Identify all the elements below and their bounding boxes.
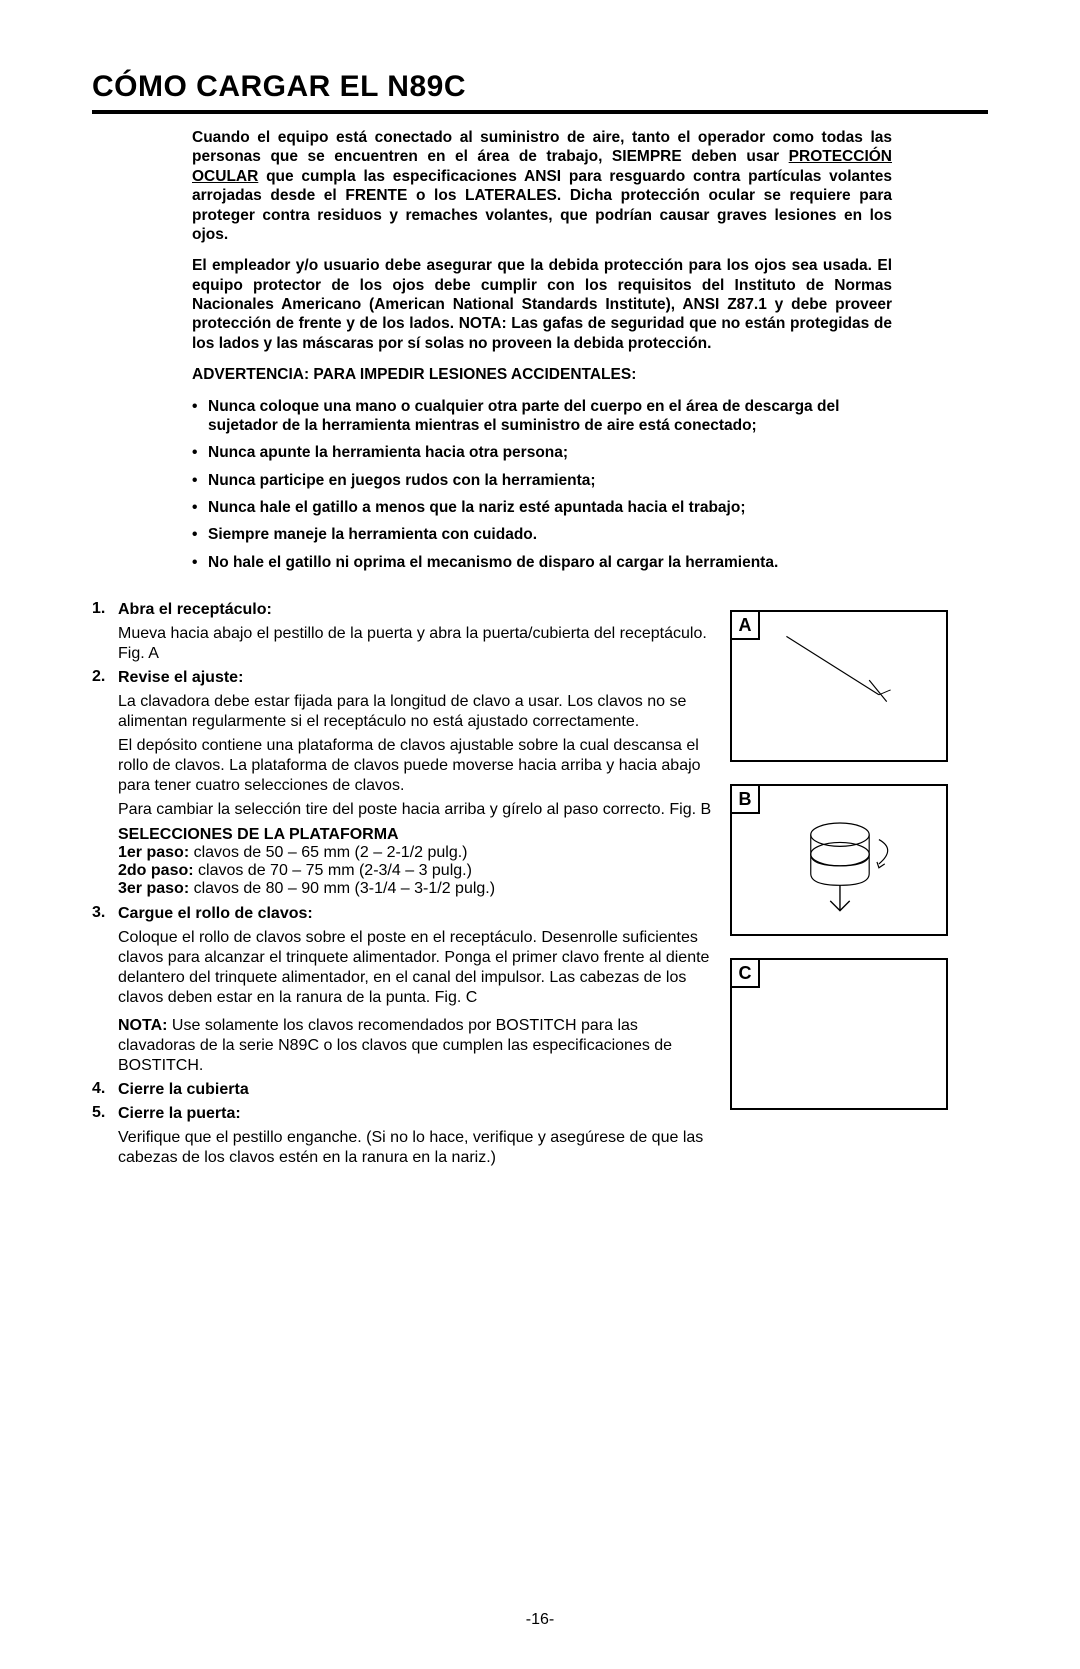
bullet-item: Nunca hale el gatillo a menos que la nar… [192,498,892,517]
intro-block: Cuando el equipo está conectado al sumin… [192,128,892,572]
nota: NOTA: Use solamente los clavos recomenda… [118,1016,712,1076]
intro-p1-part1: Cuando el equipo está conectado al sumin… [192,129,892,165]
intro-p1-part2: que cumpla las especificaciones ANSI par… [192,168,892,243]
figure-b: B [730,784,948,936]
content-row: 1. Abra el receptáculo: Mueva hacia abaj… [92,600,988,1172]
pf-label: 3er paso: [118,880,189,897]
step-title: Abra el receptáculo: [118,601,272,618]
intro-paragraph-1: Cuando el equipo está conectado al sumin… [192,128,892,244]
step-title: Cierre la cubierta [118,1081,249,1098]
steps-column: 1. Abra el receptáculo: Mueva hacia abaj… [92,600,712,1172]
figure-b-icon [732,786,946,934]
pf-value: clavos de 50 – 65 mm (2 – 2-1/2 pulg.) [189,844,467,861]
figure-a: A [730,610,948,762]
step-4: 4. Cierre la cubierta [92,1080,712,1100]
step-3: 3. Cargue el rollo de clavos: Coloque el… [92,904,712,1076]
step-title: Cierre la puerta: [118,1105,241,1122]
step-title: Revise el ajuste: [118,669,243,686]
warning-heading: ADVERTENCIA: PARA IMPEDIR LESIONES ACCID… [192,365,892,384]
platform-block: SELECCIONES DE LA PLATAFORMA 1er paso: c… [92,826,712,898]
step-body: Para cambiar la selección tire del poste… [118,800,712,820]
step-title: Cargue el rollo de clavos: [118,905,313,922]
intro-paragraph-2: El empleador y/o usuario debe asegurar q… [192,256,892,353]
figure-a-icon [732,612,946,760]
pf-value: clavos de 80 – 90 mm (3-1/4 – 3-1/2 pulg… [189,880,495,897]
pf-label: 1er paso: [118,844,189,861]
figures-column: A B [730,600,955,1172]
bullet-item: Nunca coloque una mano o cualquier otra … [192,397,892,436]
bullet-item: Nunca participe en juegos rudos con la h… [192,471,892,490]
steps-list-cont: 3. Cargue el rollo de clavos: Coloque el… [92,904,712,1168]
step-1: 1. Abra el receptáculo: Mueva hacia abaj… [92,600,712,664]
figure-label: C [730,958,760,988]
steps-list: 1. Abra el receptáculo: Mueva hacia abaj… [92,600,712,820]
step-body: El depósito contiene una plataforma de c… [118,736,712,796]
step-2: 2. Revise el ajuste: La clavadora debe e… [92,668,712,820]
step-body: Verifique que el pestillo enganche. (Si … [118,1128,712,1168]
figure-c: C [730,958,948,1110]
step-5: 5. Cierre la puerta: Verifique que el pe… [92,1104,712,1168]
platform-line-3: 3er paso: clavos de 80 – 90 mm (3-1/4 – … [118,880,712,898]
pf-value: clavos de 70 – 75 mm (2-3/4 – 3 pulg.) [194,862,472,879]
platform-line-2: 2do paso: clavos de 70 – 75 mm (2-3/4 – … [118,862,712,880]
bullet-item: No hale el gatillo ni oprima el mecanism… [192,553,892,572]
step-number: 3. [92,904,105,922]
pf-label: 2do paso: [118,862,194,879]
step-body: Coloque el rollo de clavos sobre el post… [118,928,712,1008]
page-number: -16- [0,1611,1080,1629]
step-number: 5. [92,1104,105,1122]
page: CÓMO CARGAR EL N89C Cuando el equipo est… [0,0,1080,1669]
nota-body: Use solamente los clavos recomendados po… [118,1017,672,1074]
bullet-item: Nunca apunte la herramienta hacia otra p… [192,443,892,462]
step-number: 4. [92,1080,105,1098]
step-number: 2. [92,668,105,686]
bullet-item: Siempre maneje la herramienta con cuidad… [192,525,892,544]
platform-heading: SELECCIONES DE LA PLATAFORMA [118,826,712,844]
nota-label: NOTA: [118,1017,167,1034]
platform-line-1: 1er paso: clavos de 50 – 65 mm (2 – 2-1/… [118,844,712,862]
warning-bullets: Nunca coloque una mano o cualquier otra … [192,397,892,573]
step-body: La clavadora debe estar fijada para la l… [118,692,712,732]
step-number: 1. [92,600,105,618]
step-body: Mueva hacia abajo el pestillo de la puer… [118,624,712,664]
page-title: CÓMO CARGAR EL N89C [92,70,988,114]
